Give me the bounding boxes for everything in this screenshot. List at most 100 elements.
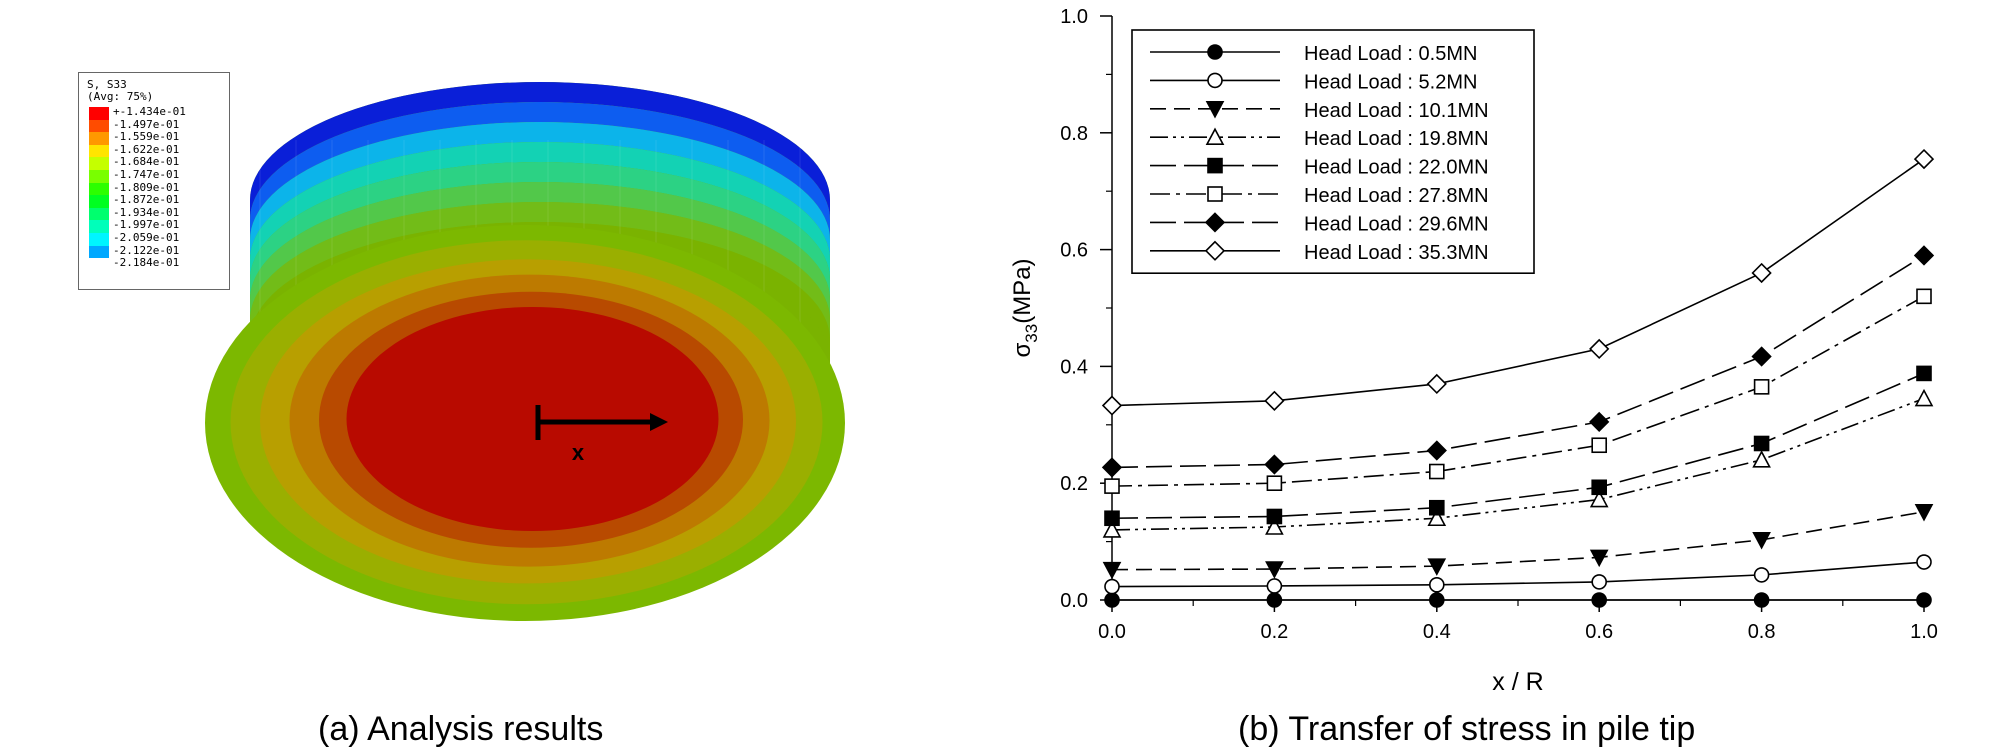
data-point-marker xyxy=(1207,44,1223,60)
contour-legend-subtitle: (Avg: 75%) xyxy=(87,90,154,103)
y-tick-label: 0.2 xyxy=(1060,473,1088,495)
caption-a: (a) Analysis results xyxy=(318,710,604,748)
y-tick-label: 0.8 xyxy=(1060,123,1088,145)
side-contour-band xyxy=(250,102,830,240)
series-6 xyxy=(1101,245,1935,478)
series-line xyxy=(1111,254,1925,469)
contour-legend-value: -2.059e-01 xyxy=(113,231,180,244)
data-point-marker xyxy=(1104,478,1120,494)
data-point-marker xyxy=(1914,504,1934,522)
series-line xyxy=(1111,511,1925,571)
contour-legend-row: -1.809e-01 xyxy=(89,180,229,196)
x-tick-label: 0.8 xyxy=(1748,621,1776,643)
x-tick-label: 0.2 xyxy=(1260,621,1288,643)
data-point-marker xyxy=(1589,549,1609,568)
series-7 xyxy=(1101,148,1935,416)
side-contour-band xyxy=(250,82,830,220)
y-tick-label: 0.6 xyxy=(1060,240,1088,262)
x-tick-label: 0.6 xyxy=(1585,621,1613,643)
series-1 xyxy=(1104,554,1932,595)
series-0 xyxy=(1104,592,1932,608)
data-point-marker xyxy=(1914,388,1934,407)
contour-legend-value: -1.809e-01 xyxy=(113,180,180,194)
contour-legend-swatch xyxy=(89,233,109,246)
contour-legend-value: -1.934e-01 xyxy=(113,205,180,219)
contour-legend: S, S33 (Avg: 75%) +-1.434e-01 -1.497e-01-… xyxy=(78,72,230,290)
data-point-marker xyxy=(1207,72,1223,89)
data-point-marker xyxy=(1266,475,1283,492)
data-point-marker xyxy=(1751,346,1772,367)
x-tick-label: 0.0 xyxy=(1098,621,1126,643)
legend-label: Head Load : 19.8MN xyxy=(1304,128,1489,150)
analysis-results-panel: S, S33 (Avg: 75%) +-1.434e-01 -1.497e-01-… xyxy=(0,0,960,752)
contour-legend-row: -1.684e-01 xyxy=(89,155,229,170)
contour-legend-value: -1.622e-01 xyxy=(113,142,180,156)
data-point-marker xyxy=(1589,489,1609,508)
contour-legend-value: -2.184e-01 xyxy=(113,256,180,270)
data-point-marker xyxy=(1207,186,1223,202)
radial-axis-label: x xyxy=(572,440,585,465)
series-line xyxy=(1111,561,1925,588)
data-point-marker xyxy=(1427,558,1447,576)
contour-legend-row: -2.059e-01 xyxy=(89,231,229,246)
data-point-marker xyxy=(1916,288,1932,305)
data-point-marker xyxy=(1104,592,1120,608)
contour-legend-swatch xyxy=(89,182,109,196)
data-point-marker xyxy=(1426,440,1447,461)
legend-label: Head Load : 0.5MN xyxy=(1304,43,1477,65)
side-contour-band xyxy=(250,122,830,260)
contour-legend-value: -1.684e-01 xyxy=(113,155,180,169)
contour-legend-row: -1.559e-01 xyxy=(89,130,229,145)
y-tick-label: 0.4 xyxy=(1060,356,1088,378)
legend-label: Head Load : 10.1MN xyxy=(1304,100,1489,122)
y-axis-label-symbol: σ xyxy=(1009,343,1036,358)
contour-legend-value: -1.559e-01 xyxy=(113,130,180,144)
data-point-marker xyxy=(1916,554,1932,570)
chart-legend-entry: Head Load : 19.8MN xyxy=(1150,127,1489,150)
contour-legend-row: -1.934e-01 xyxy=(89,205,229,221)
data-point-marker xyxy=(1589,338,1610,360)
contour-legend-swatch xyxy=(89,144,109,158)
data-point-marker xyxy=(1752,450,1771,468)
legend-label: Head Load : 27.8MN xyxy=(1304,185,1489,207)
contour-legend-swatch xyxy=(89,157,109,170)
chart-legend-entry: Head Load : 35.3MN xyxy=(1150,240,1489,264)
contour-legend-row: -1.747e-01 xyxy=(89,169,229,183)
contour-legend-title: S, S33 xyxy=(87,78,127,91)
side-contour-band xyxy=(250,202,830,340)
x-axis-label: x / R xyxy=(1492,668,1543,696)
data-point-marker xyxy=(1916,365,1932,382)
stress-transfer-chart: 0.0 0.2 0.4 0.6 0.8 1.0 0.0 0.2 0.4 0.6 0.8 1.0 Hea… xyxy=(1009,6,1938,696)
side-contour-band xyxy=(250,162,830,300)
data-point-marker xyxy=(1428,592,1445,608)
series-line xyxy=(1111,158,1925,407)
data-point-marker xyxy=(1205,101,1225,119)
contour-legend-value: -1.497e-01 xyxy=(113,117,180,131)
data-point-marker xyxy=(1264,390,1285,411)
data-point-marker xyxy=(1266,578,1283,594)
side-contour-band xyxy=(250,142,830,280)
contour-legend-value: +-1.434e-01 xyxy=(113,105,186,118)
contour-legend-swatch xyxy=(89,195,109,208)
side-contour-band xyxy=(250,182,830,320)
x-tick-label: 0.4 xyxy=(1423,621,1451,643)
caption-b: (b) Transfer of stress in pile tip xyxy=(1238,710,1696,748)
data-point-marker xyxy=(1266,508,1283,525)
y-tick-label: 0.0 xyxy=(1060,590,1088,612)
data-point-marker xyxy=(1265,517,1284,535)
stress-transfer-panel: 0.0 0.2 0.4 0.6 0.8 1.0 0.0 0.2 0.4 0.6 0.8 1.0 Hea… xyxy=(960,0,2008,752)
data-point-marker xyxy=(1264,454,1285,475)
pile-tip-contour: x xyxy=(205,82,845,621)
data-point-marker xyxy=(1753,592,1770,608)
chart-series xyxy=(1101,148,1935,608)
contour-legend-value: -2.122e-01 xyxy=(113,243,180,257)
chart-legend-entry: Head Load : 22.0MN xyxy=(1150,157,1489,179)
data-point-marker xyxy=(1913,245,1935,266)
data-point-marker xyxy=(1104,578,1120,595)
legend-label: Head Load : 5.2MN xyxy=(1304,71,1477,93)
data-point-marker xyxy=(1591,574,1608,590)
data-point-marker xyxy=(1428,499,1445,516)
data-point-marker xyxy=(1752,532,1771,550)
contour-legend-row: -1.872e-01 xyxy=(89,194,229,208)
data-point-marker xyxy=(1751,262,1772,284)
